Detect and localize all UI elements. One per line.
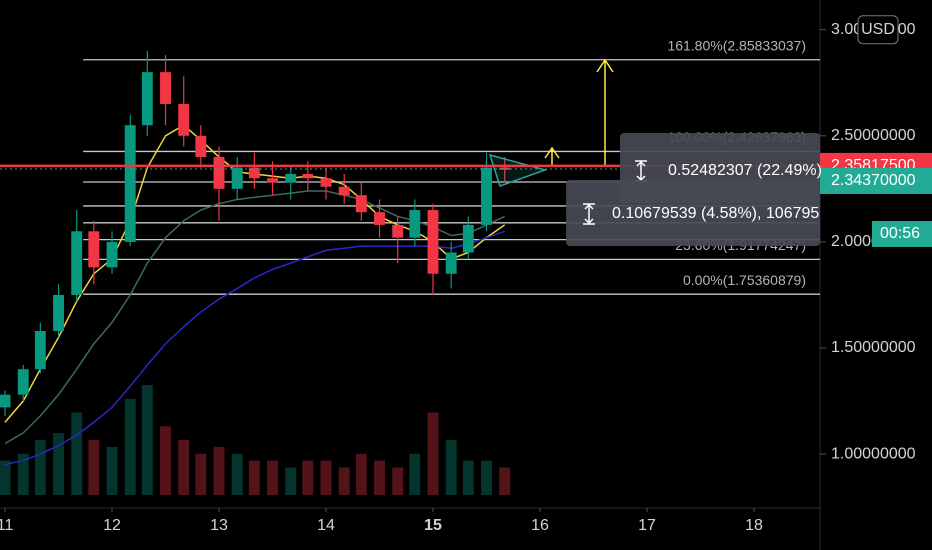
volume-bar — [178, 440, 190, 495]
candle-body — [499, 167, 511, 170]
volume-bar — [267, 460, 278, 495]
volume-bar — [213, 446, 225, 495]
candle-body — [71, 231, 83, 295]
volume-bar — [88, 440, 100, 495]
volume-bar — [338, 467, 350, 495]
measure-label: 0.52482307 (22.49%) — [668, 162, 822, 179]
measure-icon — [583, 203, 595, 225]
candle-body — [267, 178, 278, 183]
candle-body — [248, 167, 260, 179]
candle-body — [392, 224, 404, 238]
candle-body — [17, 369, 29, 395]
candle-body — [302, 173, 314, 179]
x-tick-label: 14 — [317, 517, 335, 534]
candle-body — [53, 294, 64, 332]
volume-bar — [231, 453, 243, 495]
currency-badge — [857, 15, 899, 45]
candle-body — [355, 195, 367, 213]
candle-body — [106, 241, 118, 268]
candle-body — [34, 331, 46, 370]
candle-body — [481, 167, 492, 225]
x-tick-label: 16 — [531, 517, 549, 534]
candle-body — [88, 231, 100, 268]
candle-body — [445, 252, 457, 274]
volume-bar — [499, 467, 511, 495]
volume-bar — [302, 460, 314, 495]
y-tick-label: 2.50000000 — [831, 127, 916, 144]
x-tick-label: 12 — [103, 517, 121, 534]
moving-average — [4, 230, 505, 466]
volume-bar — [106, 446, 118, 495]
volume-bar — [374, 460, 385, 495]
candle-body — [338, 186, 350, 196]
candle-body — [285, 173, 297, 183]
candle-body — [462, 224, 474, 253]
volume-bar — [320, 460, 332, 495]
volume-bar — [0, 460, 11, 495]
volume-bar — [481, 460, 492, 495]
arrow — [596, 58, 614, 165]
overlay: 3.000000002.500000002.000000001.50000000… — [0, 15, 932, 462]
candle-body — [0, 394, 11, 408]
volume-bar — [17, 453, 29, 495]
volume-bar — [355, 453, 367, 495]
volume-bar — [141, 385, 153, 495]
candle-body — [374, 212, 385, 225]
price-label: 2.34370000 — [831, 172, 916, 189]
volume-bar — [248, 460, 260, 495]
candle-body — [320, 178, 332, 187]
countdown-box — [872, 221, 932, 247]
candle-body — [160, 72, 171, 104]
countdown: 00:56 — [880, 225, 920, 242]
candle-body — [213, 157, 225, 189]
volume-bar — [462, 460, 474, 495]
candle-body — [427, 210, 439, 274]
x-tick-label: 17 — [638, 517, 656, 534]
volume-bar — [445, 440, 457, 495]
candle-body — [141, 72, 153, 126]
x-tick-label: 11 — [0, 517, 13, 534]
currency: USD — [861, 21, 895, 38]
candle-body — [178, 103, 190, 136]
volume-bar — [195, 453, 207, 495]
candle-body — [195, 135, 207, 158]
volume-bar — [160, 426, 171, 495]
measure-box — [566, 180, 820, 246]
candle-body — [124, 125, 136, 242]
x-tick-label: 15 — [424, 517, 442, 534]
candle-body — [231, 167, 243, 189]
y-tick-label: 1.00000000 — [831, 445, 916, 462]
triangle-pattern — [488, 153, 548, 187]
candle-body — [409, 210, 421, 238]
volume-bar — [34, 440, 46, 495]
measure-label: 0.10679539 (4.58%), 106795 — [612, 205, 819, 222]
volume-bar — [427, 412, 439, 495]
volume-bar — [285, 467, 297, 495]
y-tick-label: 1.50000000 — [831, 339, 916, 356]
x-tick-label: 18 — [745, 517, 763, 534]
fib-label: 161.80%(2.85833037) — [667, 37, 806, 53]
x-tick-label: 13 — [210, 517, 228, 534]
moving-average — [4, 190, 506, 445]
volume-bar — [392, 467, 404, 495]
volume-bar — [409, 453, 421, 495]
volume-bar — [71, 412, 83, 495]
fib-label: 0.00%(1.75360879) — [683, 272, 806, 288]
price-label-box — [820, 167, 932, 194]
arrow — [544, 146, 560, 165]
volume-bar — [53, 433, 64, 495]
plot: 1112131415161718161.80%(2.85833037)100.0… — [0, 37, 820, 534]
volume-bar — [124, 398, 136, 495]
